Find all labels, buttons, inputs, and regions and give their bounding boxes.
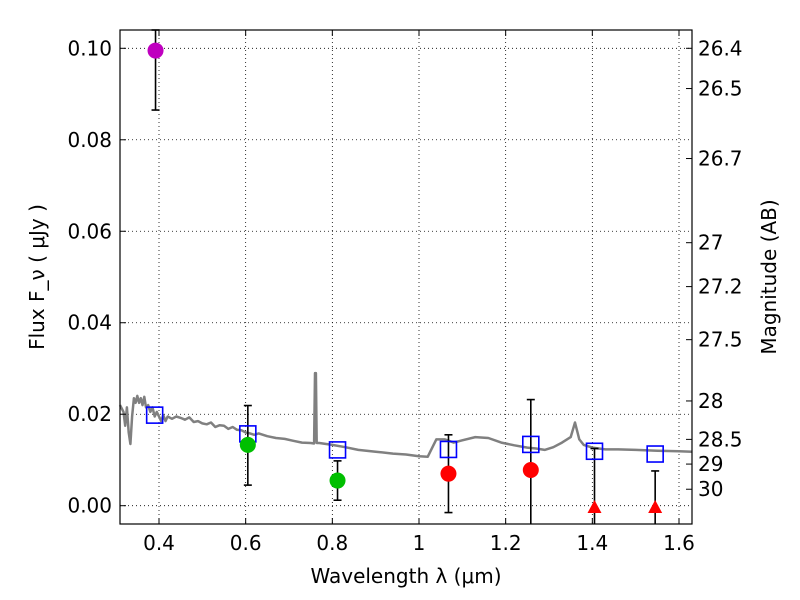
- y2-tick-label: 26.7: [698, 147, 743, 171]
- y-tick-label: 0.08: [67, 128, 112, 152]
- y2-tick-label: 26.4: [698, 36, 743, 60]
- y-tick-label: 0.02: [67, 402, 112, 426]
- model-photometry-square: [328, 441, 347, 459]
- observed-point: [147, 42, 164, 59]
- y2-axis-title: Magnitude (AB): [757, 199, 781, 354]
- y2-tick-label: 28.5: [698, 427, 743, 451]
- y2-tick-label: 26.5: [698, 77, 743, 101]
- y2-tick-label: 29: [698, 452, 723, 476]
- model-photometry-square: [521, 435, 540, 454]
- y2-tick-label: 27: [698, 231, 723, 255]
- y2-tick-label: 30: [698, 477, 723, 501]
- y-tick-label: 0.06: [67, 219, 112, 243]
- y2-tick-label: 28: [698, 389, 723, 413]
- x-tick-label: 0.6: [230, 531, 262, 555]
- x-tick-label: 1.4: [576, 531, 608, 555]
- x-tick-label: 1.2: [490, 531, 522, 555]
- observed-point: [329, 472, 346, 489]
- x-tick-label: 0.8: [316, 531, 348, 555]
- axes: [119, 29, 693, 525]
- x-axis-title: Wavelength λ (μm): [310, 564, 501, 588]
- y-axis-title: Flux F_ν ( μJy ): [25, 204, 49, 350]
- model-photometry-square: [585, 442, 604, 461]
- model-photometry-square: [646, 445, 664, 463]
- observed-point: [522, 462, 539, 479]
- upper-limit-triangle: [587, 499, 602, 513]
- y-tick-label: 0.00: [67, 494, 112, 518]
- plot-series: [118, 29, 693, 524]
- plot-frame: [119, 29, 693, 525]
- x-tick-label: 0.4: [143, 531, 175, 555]
- x-tick-label: 1: [413, 531, 426, 555]
- x-tick-label: 1.6: [663, 531, 695, 555]
- upper-limit-triangle: [648, 499, 663, 513]
- observed-point: [239, 436, 256, 453]
- y2-tick-label: 27.5: [698, 328, 743, 352]
- y2-tick-label: 27.2: [698, 275, 743, 299]
- y-tick-label: 0.04: [67, 311, 112, 335]
- y-tick-label: 0.10: [67, 36, 112, 60]
- tick-labels: 0.4 0.6 0.8 1 1.2 1.4 1.6 0.00 0.02 0.04 0.06 0.08 0…: [67, 36, 742, 555]
- observed-point: [440, 465, 457, 482]
- model-photometry-square: [145, 406, 164, 424]
- model-photometry-square: [439, 440, 458, 459]
